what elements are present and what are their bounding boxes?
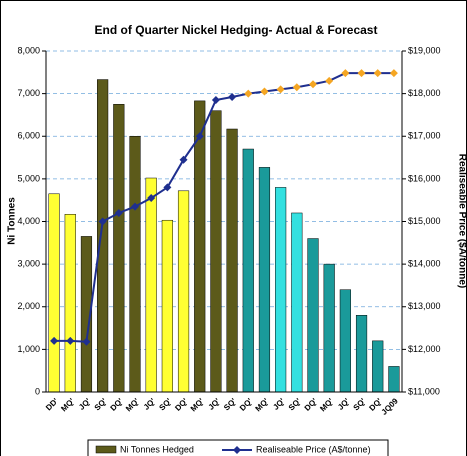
- price-marker: [228, 93, 237, 102]
- y2-tick-label: $11,000: [408, 386, 440, 396]
- bar: [226, 128, 238, 393]
- price-marker: [211, 96, 220, 105]
- y2-tick-label: $17,000: [408, 131, 441, 141]
- price-marker: [389, 69, 398, 78]
- bar: [161, 219, 173, 393]
- y-tick-label: 4,000: [17, 216, 40, 226]
- price-marker: [292, 83, 301, 92]
- y-tick-label: 0: [35, 386, 40, 396]
- y2-tick-label: $15,000: [408, 216, 441, 226]
- bar: [372, 340, 384, 393]
- price-marker: [357, 69, 366, 78]
- price-marker: [276, 85, 285, 94]
- price-marker: [66, 336, 75, 345]
- y-tick-label: 1,000: [17, 344, 40, 354]
- legend-swatch: [95, 445, 117, 454]
- price-marker: [50, 336, 59, 345]
- legend: Ni Tonnes Hedged Realiseable Price (A$/to…: [87, 439, 389, 456]
- bar: [339, 289, 351, 393]
- bar: [113, 104, 125, 393]
- y2-tick-label: $12,000: [408, 344, 441, 354]
- price-marker: [309, 80, 317, 89]
- y-tick-label: 6,000: [17, 131, 40, 141]
- y-axis-title: Ni Tonnes: [7, 197, 18, 245]
- bar: [258, 167, 271, 393]
- price-line: [54, 72, 394, 343]
- y2-axis-title: Realiseable Price ($A/tonne): [456, 154, 467, 289]
- bar: [145, 177, 157, 393]
- price-marker: [341, 69, 350, 78]
- bar: [242, 148, 254, 393]
- chart-title: End of Quarter Nickel Hedging- Actual & …: [95, 23, 378, 37]
- bar: [129, 136, 141, 393]
- price-marker: [373, 69, 382, 78]
- y2-tick-label: $14,000: [408, 259, 441, 269]
- price-marker: [244, 89, 253, 98]
- y2-tick-label: $16,000: [408, 173, 441, 183]
- y-tick-label: 5,000: [17, 173, 40, 183]
- bar: [291, 212, 303, 393]
- price-marker: [163, 183, 172, 192]
- bar: [388, 366, 400, 393]
- y-tick-label: 7,000: [17, 88, 40, 98]
- legend-marker: [233, 446, 241, 454]
- price-marker: [325, 76, 334, 85]
- bar: [177, 190, 190, 393]
- y2-tick-label: $13,000: [408, 301, 441, 311]
- bar: [48, 193, 60, 393]
- bar: [97, 79, 109, 393]
- price-marker: [131, 202, 139, 211]
- price-marker: [114, 208, 123, 217]
- bar: [355, 315, 368, 393]
- price-marker: [195, 132, 204, 141]
- legend-label: Realiseable Price (A$/tonne): [256, 444, 371, 454]
- price-marker: [260, 87, 269, 96]
- bar: [323, 263, 335, 393]
- price-marker: [98, 217, 107, 226]
- y-tick-label: 3,000: [17, 259, 40, 269]
- price-marker: [82, 337, 91, 346]
- bar: [210, 110, 222, 393]
- y-tick-label: 8,000: [17, 45, 40, 55]
- y2-tick-label: $18,000: [408, 88, 441, 98]
- y2-tick-label: $19,000: [408, 45, 441, 55]
- price-marker: [179, 155, 188, 164]
- y-tick-label: 2,000: [17, 301, 40, 311]
- bar: [307, 238, 319, 393]
- bar: [194, 100, 206, 393]
- bar: [64, 214, 76, 393]
- legend-label: Ni Tonnes Hedged: [120, 444, 194, 454]
- price-marker: [147, 194, 156, 203]
- bar: [275, 187, 287, 393]
